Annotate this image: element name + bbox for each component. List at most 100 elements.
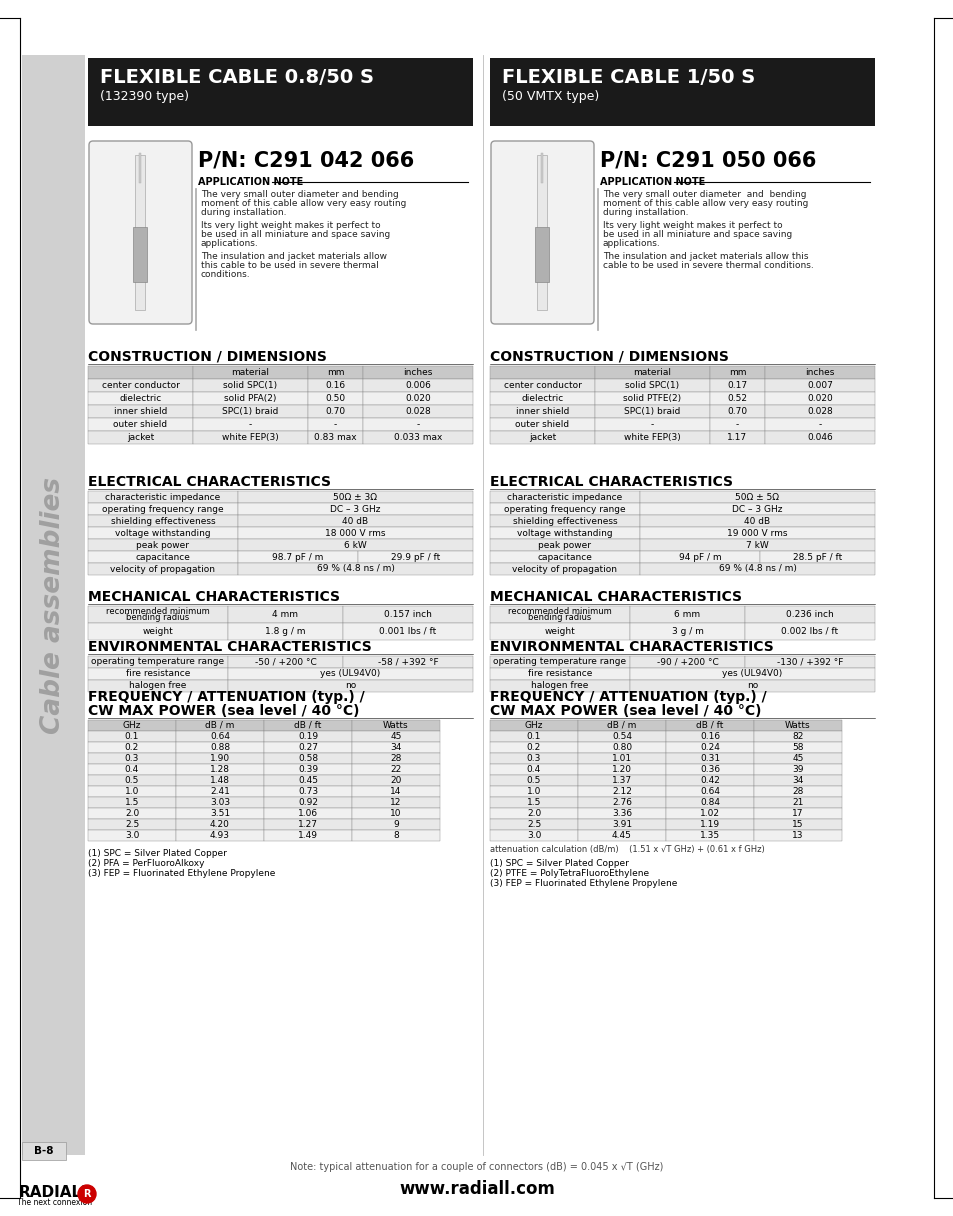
Text: 0.39: 0.39 (297, 765, 317, 775)
Bar (490, 551, 639, 563)
Text: dielectric: dielectric (521, 394, 563, 402)
Bar (352, 742, 439, 753)
Text: 0.45: 0.45 (297, 776, 317, 786)
Text: white FEP(3): white FEP(3) (222, 433, 278, 441)
Bar (490, 418, 595, 430)
Text: moment of this cable allow very easy routing: moment of this cable allow very easy rou… (602, 199, 807, 208)
Text: capacitance: capacitance (537, 552, 592, 562)
Text: Note: typical attenuation for a couple of connectors (dB) = 0.045 x √T (GHz): Note: typical attenuation for a couple o… (290, 1162, 663, 1172)
Bar (264, 775, 352, 786)
Text: 0.36: 0.36 (700, 765, 720, 775)
Text: DC – 3 GHz: DC – 3 GHz (732, 505, 781, 513)
Text: 94 pF / m: 94 pF / m (678, 552, 720, 562)
Bar (753, 775, 841, 786)
Bar (228, 623, 343, 640)
Bar (132, 227, 147, 282)
Text: 0.046: 0.046 (806, 433, 832, 441)
Bar (175, 807, 264, 820)
Bar (237, 563, 473, 575)
Bar (639, 516, 874, 527)
Text: 4 mm: 4 mm (273, 610, 298, 619)
Text: 1.0: 1.0 (125, 787, 139, 796)
Text: 2.41: 2.41 (210, 787, 230, 796)
Bar (490, 623, 629, 640)
Text: CW MAX POWER (sea level / 40 °C): CW MAX POWER (sea level / 40 °C) (88, 704, 359, 717)
Text: be used in all miniature and space saving: be used in all miniature and space savin… (602, 230, 791, 240)
Text: velocity of propagation: velocity of propagation (512, 564, 617, 574)
Text: inches: inches (804, 368, 834, 377)
Bar (22, 55, 85, 1155)
Bar (578, 764, 665, 775)
Text: solid PFA(2): solid PFA(2) (224, 394, 276, 402)
Text: 39: 39 (791, 765, 803, 775)
Bar (88, 606, 228, 623)
Text: operating frequency range: operating frequency range (102, 505, 224, 513)
Bar (363, 405, 473, 418)
Text: 3.51: 3.51 (210, 809, 230, 818)
Bar (363, 430, 473, 444)
Bar (237, 516, 473, 527)
Text: 3.0: 3.0 (125, 831, 139, 840)
Bar (665, 764, 753, 775)
Bar (578, 786, 665, 796)
Bar (88, 539, 237, 551)
Bar (88, 392, 193, 405)
Text: weight: weight (544, 627, 575, 636)
Text: -90 / +200 °C: -90 / +200 °C (656, 658, 718, 666)
Text: 2.5: 2.5 (526, 820, 540, 829)
Text: no: no (345, 681, 355, 691)
Text: 7 kW: 7 kW (745, 540, 768, 550)
Text: The next connexion: The next connexion (17, 1198, 92, 1207)
Bar (665, 807, 753, 820)
Text: APPLICATION NOTE: APPLICATION NOTE (198, 178, 303, 187)
Text: FLEXIBLE CABLE 1/50 S: FLEXIBLE CABLE 1/50 S (501, 68, 755, 88)
FancyBboxPatch shape (89, 141, 192, 323)
Text: 4.45: 4.45 (612, 831, 631, 840)
Bar (490, 503, 639, 516)
Bar (753, 831, 841, 841)
Bar (744, 655, 874, 668)
Text: conditions.: conditions. (201, 270, 251, 278)
Text: 0.54: 0.54 (612, 732, 631, 741)
Bar (88, 655, 228, 668)
Bar (578, 720, 665, 731)
Bar (753, 742, 841, 753)
Text: ELECTRICAL CHARACTERISTICS: ELECTRICAL CHARACTERISTICS (490, 475, 732, 489)
Text: 19 000 V rms: 19 000 V rms (726, 529, 787, 537)
Text: center conductor: center conductor (503, 381, 580, 390)
Bar (88, 503, 237, 516)
Text: 0.033 max: 0.033 max (394, 433, 442, 441)
Text: RADIALL: RADIALL (19, 1186, 91, 1200)
Text: Watts: Watts (784, 721, 810, 730)
Bar (193, 430, 308, 444)
Text: The insulation and jacket materials allow this: The insulation and jacket materials allo… (602, 252, 807, 261)
Text: 69 % (4.8 ns / m): 69 % (4.8 ns / m) (316, 564, 394, 574)
Text: Its very light weight makes it perfect to: Its very light weight makes it perfect t… (602, 221, 781, 230)
Text: CONSTRUCTION / DIMENSIONS: CONSTRUCTION / DIMENSIONS (88, 350, 327, 364)
Text: 2.0: 2.0 (125, 809, 139, 818)
Bar (665, 796, 753, 807)
Text: FREQUENCY / ATTENUATION (typ.) /: FREQUENCY / ATTENUATION (typ.) / (490, 689, 766, 704)
Text: 2.76: 2.76 (612, 798, 631, 807)
Bar (490, 655, 629, 668)
Text: (1) SPC = Silver Plated Copper: (1) SPC = Silver Plated Copper (490, 858, 628, 868)
Bar (490, 753, 578, 764)
Circle shape (78, 1186, 96, 1203)
Bar (639, 539, 874, 551)
Text: characteristic impedance: characteristic impedance (105, 492, 220, 501)
Text: CW MAX POWER (sea level / 40 °C): CW MAX POWER (sea level / 40 °C) (490, 704, 760, 717)
Text: dB / ft: dB / ft (696, 721, 723, 730)
Bar (264, 720, 352, 731)
Bar (237, 539, 473, 551)
Text: ELECTRICAL CHARACTERISTICS: ELECTRICAL CHARACTERISTICS (88, 475, 331, 489)
Text: mm: mm (327, 368, 344, 377)
Text: -: - (249, 420, 252, 429)
Text: mm: mm (728, 368, 745, 377)
Text: 40 dB: 40 dB (743, 517, 770, 525)
Text: www.radiall.com: www.radiall.com (398, 1180, 555, 1198)
Bar (709, 366, 764, 379)
Bar (753, 720, 841, 731)
Text: -: - (818, 420, 821, 429)
Bar (88, 430, 193, 444)
Bar (308, 405, 363, 418)
